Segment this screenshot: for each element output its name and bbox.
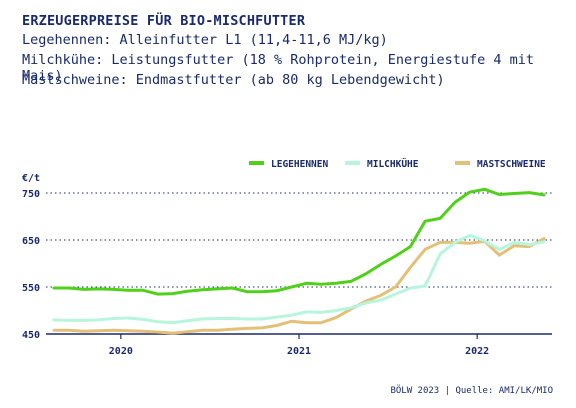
source-note: BÖLW 2023 | Quelle: AMI/LK/MIO — [390, 386, 553, 396]
y-unit-label: €/t — [22, 173, 40, 184]
y-tick-label-750: 750 — [22, 189, 40, 200]
y-tick-label-550: 550 — [22, 283, 40, 294]
legend-label-mastschweine: MASTSCHWEINE — [477, 159, 546, 170]
subtitle-legehennen: Legehennen: Alleinfutter L1 (11,4-11,6 M… — [22, 32, 388, 48]
subtitle-mastschweine: Mastschweine: Endmastfutter (ab 80 kg Le… — [22, 72, 445, 88]
series-line-legehennen — [52, 187, 546, 296]
series-line-milchk-he — [52, 233, 546, 325]
x-tick-label-2021: 2021 — [287, 346, 311, 357]
y-tick-label-650: 650 — [22, 236, 40, 247]
series-line-mastschweine — [52, 237, 546, 335]
chart-title: ERZEUGERPREISE FÜR BIO-MISCHFUTTER — [22, 13, 306, 29]
subtitle-milchkuehe: Milchkühe: Leistungsfutter (18 % Rohprot… — [22, 52, 535, 84]
x-tick-label-2020: 2020 — [109, 346, 133, 357]
y-tick-label-450: 450 — [22, 330, 40, 341]
legend-label-milchk-he: MILCHKÜHE — [367, 159, 419, 170]
legend-label-legehennen: LEGEHENNEN — [271, 159, 328, 170]
x-tick-label-2022: 2022 — [465, 346, 489, 357]
